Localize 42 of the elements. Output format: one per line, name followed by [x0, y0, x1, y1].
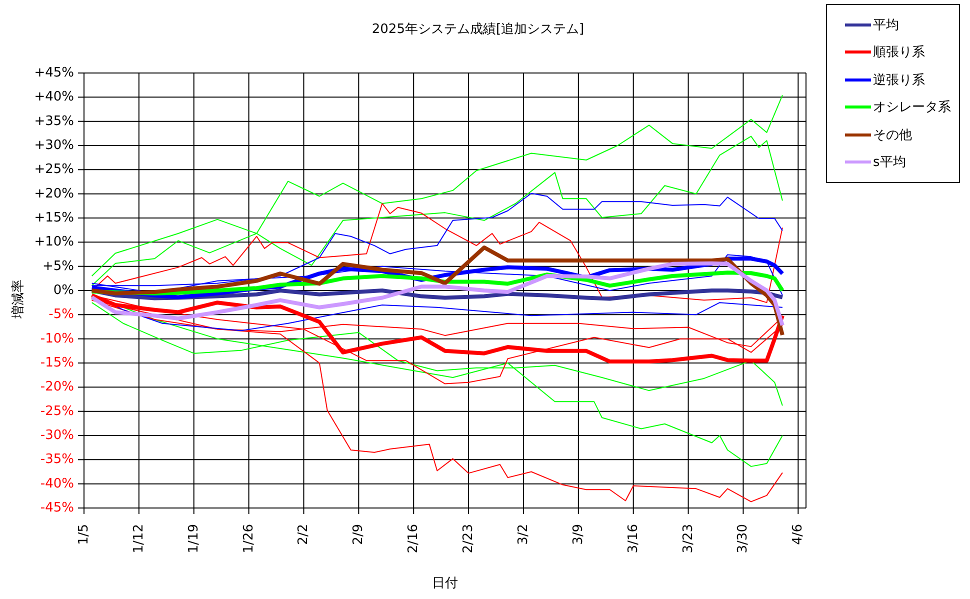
legend-label: 平均 — [873, 16, 899, 34]
y-tick-label: -40% — [40, 476, 74, 492]
y-tick-label: -35% — [40, 452, 74, 468]
y-tick-label: +15% — [34, 210, 74, 226]
y-tick-label: +20% — [34, 186, 74, 202]
x-tick-label: 1/26 — [241, 524, 256, 554]
legend-label: オシレータ系 — [873, 99, 951, 116]
x-tick-label: 3/9 — [570, 524, 586, 545]
legend-label: s平均 — [873, 154, 906, 172]
y-tick-label: +35% — [34, 114, 74, 129]
y-tick-label: +45% — [34, 66, 74, 80]
y-tick-label: -25% — [40, 404, 74, 419]
y-tick-label: +40% — [34, 90, 74, 105]
x-tick-label: 2/16 — [406, 524, 422, 554]
x-tick-label: 4/6 — [790, 524, 806, 545]
x-tick-label: 1/5 — [76, 524, 92, 545]
x-tick-label: 3/23 — [680, 524, 696, 554]
legend-label: その他 — [873, 126, 912, 144]
x-tick-label: 2/2 — [296, 524, 312, 545]
y-tick-label: -5% — [48, 307, 74, 322]
legend-label: 逆張り系 — [873, 72, 925, 89]
x-tick-label: 3/2 — [516, 524, 531, 545]
y-tick-label: 0% — [53, 283, 74, 298]
legend-label: 順張り系 — [873, 44, 925, 62]
y-tick-label: +5% — [42, 258, 74, 274]
x-axis-title: 日付 — [431, 575, 459, 592]
x-tick-label: 2/23 — [461, 524, 476, 554]
y-tick-label: -10% — [40, 331, 74, 346]
x-tick-label: 3/30 — [736, 524, 751, 554]
y-tick-label: +25% — [34, 162, 74, 178]
x-tick-label: 3/16 — [626, 524, 641, 554]
x-tick-label: 2/9 — [351, 524, 366, 545]
y-tick-label: -45% — [40, 500, 74, 516]
x-tick-label: 1/19 — [186, 524, 202, 554]
y-tick-label: +10% — [34, 234, 74, 250]
y-tick-label: -20% — [40, 380, 74, 395]
y-axis-title: 増減率 — [10, 278, 27, 320]
y-tick-label: +30% — [34, 138, 74, 153]
y-tick-label: -30% — [40, 428, 74, 443]
y-tick-label: -15% — [40, 356, 74, 370]
chart-title: 2025年システム成績[追加システム] — [372, 22, 584, 37]
x-tick-label: 1/12 — [131, 524, 146, 554]
